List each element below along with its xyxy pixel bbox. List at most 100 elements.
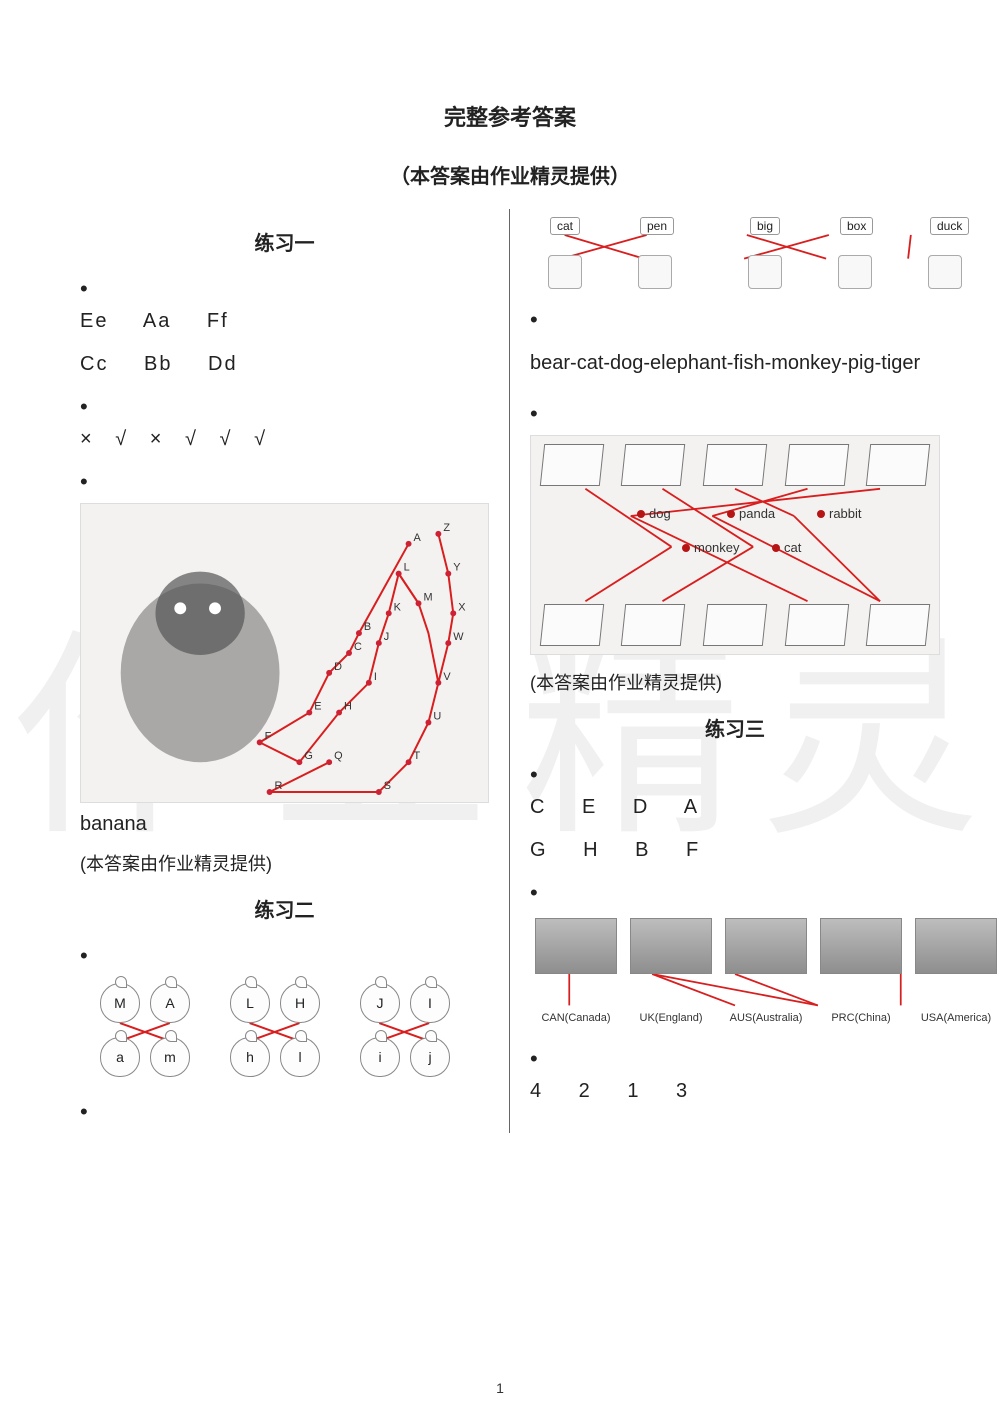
page-subtitle: （本答案由作业精灵提供） — [60, 160, 960, 189]
bullet: • — [80, 396, 489, 418]
apple-letter: A — [150, 983, 190, 1023]
svg-text:R: R — [275, 780, 283, 792]
flags-match-figure: CAN(Canada)UK(England)AUS(Australia)PRC(… — [530, 914, 940, 1034]
svg-text:F: F — [265, 730, 272, 742]
svg-text:C: C — [354, 641, 362, 653]
right-column: catpenbigboxduck • bear-cat-dog-elephant… — [510, 209, 960, 1133]
apple-letter: M — [100, 983, 140, 1023]
animal-label: rabbit — [829, 506, 862, 521]
bullet: • — [80, 945, 489, 967]
animal-label: cat — [784, 540, 801, 555]
landmark-photo — [725, 918, 807, 974]
apple-letter: i — [360, 1037, 400, 1077]
svg-text:T: T — [414, 750, 421, 762]
exercise1-row1: Ee Aa Ff — [80, 310, 489, 333]
svg-text:A: A — [414, 532, 422, 544]
word-box: box — [840, 217, 873, 235]
svg-text:K: K — [394, 601, 402, 613]
credit-text: (本答案由作业精灵提供) — [80, 850, 489, 876]
page-number: 1 — [0, 1380, 1000, 1396]
apple-letter: m — [150, 1037, 190, 1077]
label-dot — [727, 510, 735, 518]
exercise1-row2: Cc Bb Dd — [80, 353, 489, 376]
svg-text:W: W — [453, 631, 464, 643]
svg-text:Y: Y — [453, 562, 461, 574]
label-dot — [682, 544, 690, 552]
bullet: • — [530, 403, 940, 425]
monkey-answer: banana — [80, 813, 489, 836]
two-column-layout: 练习一 • Ee Aa Ff Cc Bb Dd • × √ × √ √ √ • … — [60, 209, 960, 1133]
ex3-row2: G H B F — [530, 839, 940, 862]
word-box: cat — [550, 217, 580, 235]
apple-letter: j — [410, 1037, 450, 1077]
apple-match-figure: MAamLHhlJIij — [80, 977, 489, 1087]
page-title: 完整参考答案 — [60, 100, 960, 132]
svg-text:G: G — [304, 750, 312, 762]
svg-text:B: B — [364, 621, 371, 633]
bullet: • — [80, 278, 489, 300]
svg-text:I: I — [374, 671, 377, 683]
section-2-title: 练习二 — [80, 894, 489, 923]
landmark-caption: PRC(China) — [816, 1012, 906, 1024]
svg-text:H: H — [344, 701, 352, 713]
apple-letter: h — [230, 1037, 270, 1077]
svg-text:J: J — [384, 631, 389, 643]
animal-label: dog — [649, 506, 671, 521]
match-icon — [748, 255, 782, 289]
landmark-photo — [630, 918, 712, 974]
apple-letter: l — [280, 1037, 320, 1077]
section-3-title: 练习三 — [530, 713, 940, 742]
match-icon — [548, 255, 582, 289]
left-column: 练习一 • Ee Aa Ff Cc Bb Dd • × √ × √ √ √ • … — [60, 209, 510, 1133]
svg-text:X: X — [458, 601, 466, 613]
word-box: duck — [930, 217, 969, 235]
label-dot — [772, 544, 780, 552]
landmark-caption: CAN(Canada) — [531, 1012, 621, 1024]
bullet: • — [530, 764, 940, 786]
bullet: • — [530, 309, 940, 331]
apple-letter: L — [230, 983, 270, 1023]
landmark-photo — [820, 918, 902, 974]
match-icon — [928, 255, 962, 289]
svg-text:D: D — [334, 661, 342, 673]
landmark-caption: UK(England) — [626, 1012, 716, 1024]
svg-text:E: E — [314, 701, 321, 713]
landmark-photo — [535, 918, 617, 974]
apple-letter: J — [360, 983, 400, 1023]
apple-letter: a — [100, 1037, 140, 1077]
landmark-photo — [915, 918, 997, 974]
monkey-svg: A BCD E F G H I J K L M Q R S T U V W X Y Z — [81, 504, 488, 802]
word-box: big — [750, 217, 780, 235]
svg-text:S: S — [384, 780, 391, 792]
svg-text:V: V — [443, 671, 451, 683]
bullet: • — [530, 1048, 940, 1070]
bullet: • — [530, 882, 940, 904]
svg-text:U: U — [433, 711, 441, 723]
match-icon — [638, 255, 672, 289]
ex-last-row: 4 2 1 3 — [530, 1080, 940, 1103]
bullet: • — [80, 471, 489, 493]
bullet: • — [80, 1101, 489, 1123]
match-icon — [838, 255, 872, 289]
ex3-row1: C E D A — [530, 796, 940, 819]
animal-match-figure: dog panda rabbit monkey cat — [530, 435, 940, 655]
svg-text:M: M — [423, 591, 432, 603]
word-box: pen — [640, 217, 674, 235]
exercise2-row: × √ × √ √ √ — [80, 428, 489, 451]
label-dot — [817, 510, 825, 518]
apple-letter: H — [280, 983, 320, 1023]
label-dot — [637, 510, 645, 518]
monkey-connect-dots-figure: A BCD E F G H I J K L M Q R S T U V W X Y Z — [80, 503, 489, 803]
svg-text:Z: Z — [443, 522, 450, 534]
section-1-title: 练习一 — [80, 227, 489, 256]
word-svg — [530, 215, 940, 295]
animal-label: monkey — [694, 540, 740, 555]
animal-sequence: bear-cat-dog-elephant-fish-monkey-pig-ti… — [530, 341, 940, 385]
svg-text:Q: Q — [334, 750, 342, 762]
apple-letter: I — [410, 983, 450, 1023]
word-match-figure: catpenbigboxduck — [530, 215, 940, 295]
credit-text: (本答案由作业精灵提供) — [530, 669, 940, 695]
svg-text:L: L — [404, 562, 410, 574]
animal-label: panda — [739, 506, 775, 521]
page-container: 完整参考答案 （本答案由作业精灵提供） 练习一 • Ee Aa Ff Cc Bb… — [0, 0, 1000, 1173]
